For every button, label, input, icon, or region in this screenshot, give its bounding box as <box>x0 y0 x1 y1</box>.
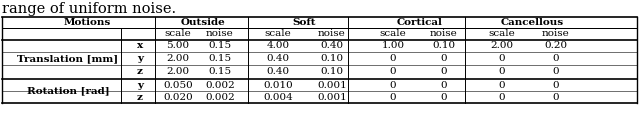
Text: 0.40: 0.40 <box>321 42 344 51</box>
Text: 0: 0 <box>499 54 506 63</box>
Text: 0.15: 0.15 <box>209 42 232 51</box>
Text: 0.10: 0.10 <box>433 42 456 51</box>
Text: Soft: Soft <box>292 18 316 27</box>
Text: 2.00: 2.00 <box>166 54 189 63</box>
Text: y: y <box>137 54 143 63</box>
Text: 0.050: 0.050 <box>163 81 193 90</box>
Text: scale: scale <box>380 29 406 38</box>
Text: scale: scale <box>264 29 291 38</box>
Text: 0.10: 0.10 <box>321 54 344 63</box>
Text: 0.002: 0.002 <box>205 92 235 101</box>
Text: 2.00: 2.00 <box>166 67 189 76</box>
Text: 0.40: 0.40 <box>266 67 289 76</box>
Text: 0: 0 <box>441 54 447 63</box>
Text: 0: 0 <box>390 54 396 63</box>
Text: Motions: Motions <box>63 18 111 27</box>
Text: Cortical: Cortical <box>397 18 443 27</box>
Text: 0: 0 <box>441 67 447 76</box>
Text: 0: 0 <box>499 81 506 90</box>
Text: 0: 0 <box>441 92 447 101</box>
Text: 0.001: 0.001 <box>317 92 347 101</box>
Text: 0.15: 0.15 <box>209 67 232 76</box>
Text: z: z <box>137 67 143 76</box>
Text: 0: 0 <box>553 54 559 63</box>
Text: 0.020: 0.020 <box>163 92 193 101</box>
Text: 0.15: 0.15 <box>209 54 232 63</box>
Text: Outside: Outside <box>180 18 225 27</box>
Text: 0.010: 0.010 <box>263 81 293 90</box>
Text: 0: 0 <box>553 81 559 90</box>
Text: 0: 0 <box>441 81 447 90</box>
Text: range of uniform noise.: range of uniform noise. <box>2 2 176 16</box>
Text: noise: noise <box>542 29 570 38</box>
Text: 5.00: 5.00 <box>166 42 189 51</box>
Text: scale: scale <box>488 29 515 38</box>
Text: z: z <box>137 92 143 101</box>
Text: 0: 0 <box>553 92 559 101</box>
Text: 0: 0 <box>499 67 506 76</box>
Text: 0: 0 <box>390 81 396 90</box>
Text: 2.00: 2.00 <box>490 42 513 51</box>
Text: x: x <box>137 42 143 51</box>
Text: Translation [mm]: Translation [mm] <box>17 54 118 64</box>
Text: scale: scale <box>164 29 191 38</box>
Text: Rotation [rad]: Rotation [rad] <box>27 86 109 96</box>
Text: 0.001: 0.001 <box>317 81 347 90</box>
Text: noise: noise <box>206 29 234 38</box>
Text: 0.20: 0.20 <box>545 42 568 51</box>
Text: 0: 0 <box>499 92 506 101</box>
Text: 0: 0 <box>390 67 396 76</box>
Text: 4.00: 4.00 <box>266 42 289 51</box>
Text: 0: 0 <box>390 92 396 101</box>
Text: 0: 0 <box>553 67 559 76</box>
Text: Cancellous: Cancellous <box>500 18 564 27</box>
Text: noise: noise <box>430 29 458 38</box>
Text: noise: noise <box>318 29 346 38</box>
Text: y: y <box>137 81 143 90</box>
Text: 1.00: 1.00 <box>381 42 404 51</box>
Text: 0.40: 0.40 <box>266 54 289 63</box>
Text: 0.004: 0.004 <box>263 92 293 101</box>
Text: 0.002: 0.002 <box>205 81 235 90</box>
Text: 0.10: 0.10 <box>321 67 344 76</box>
